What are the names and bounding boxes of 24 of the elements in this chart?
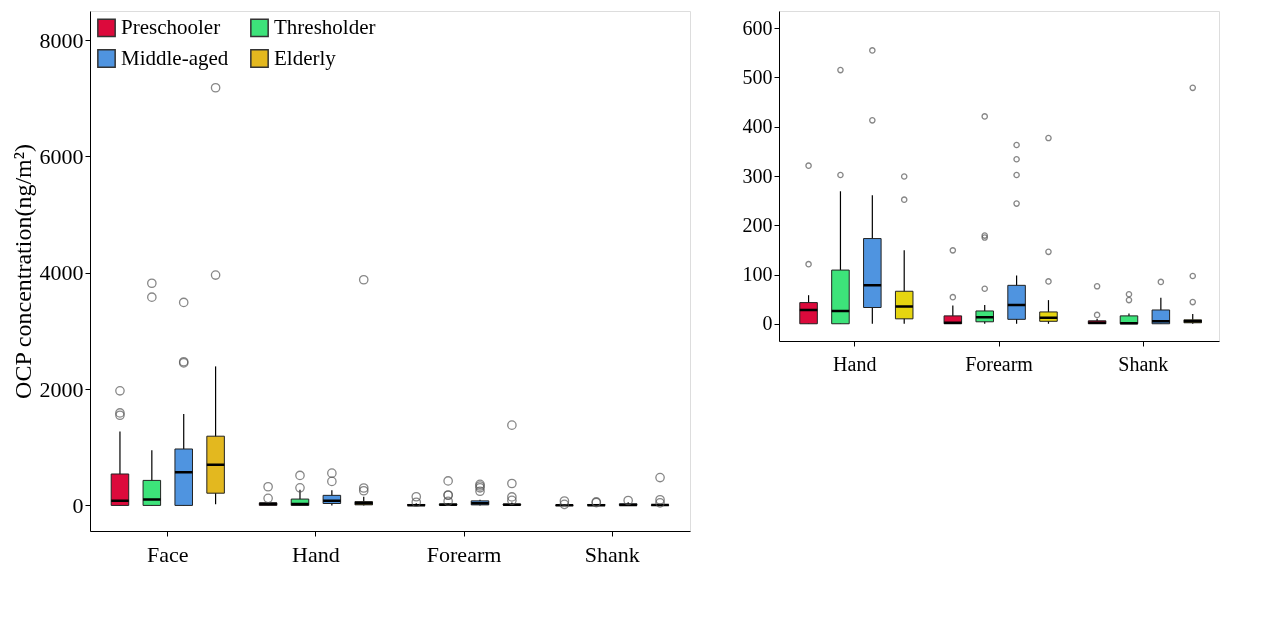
y-tick-label: 300 [742,164,773,187]
legend-label: Preschooler [121,14,221,39]
y-tick-label: 500 [742,65,773,88]
x-tick-label: Forearm [426,541,502,567]
y-tick-label: 100 [742,263,773,286]
y-tick-label: 200 [742,213,773,236]
x-tick-label: Forearm [965,352,1034,375]
x-tick-label: Shank [584,541,640,567]
legend-label: Thresholder [274,14,376,39]
legend-label: Elderly [274,45,337,70]
y-tick-label: 4000 [39,260,84,286]
x-tick-label: Hand [833,352,877,375]
y-tick-label: 400 [742,115,773,138]
x-tick-label: Shank [1118,352,1169,375]
y-tick-label: 6000 [39,143,84,169]
y-tick-label: 0 [72,492,84,518]
y-tick-label: 2000 [39,376,84,402]
legend-label: Middle-aged [121,45,229,70]
y-tick-label: 0 [762,312,773,335]
y-axis-title: OCP concentration(ng/m²) [9,144,36,399]
x-tick-label: Face [147,541,189,567]
y-tick-label: 600 [742,16,773,39]
x-tick-label: Hand [292,541,340,567]
y-tick-label: 8000 [39,27,84,53]
